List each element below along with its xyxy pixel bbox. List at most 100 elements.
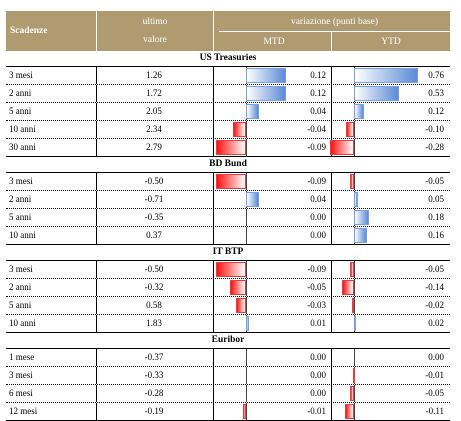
divider (331, 385, 332, 402)
mtd-value: -0.05 (307, 282, 326, 292)
table-body: US Treasuries 3 mesi 1.26 0.12 0.76 2 anni 1.7… (6, 51, 450, 421)
ytd-bar (349, 262, 354, 277)
last-value: -0.50 (144, 176, 164, 186)
header-ultimo: ultimo (142, 17, 168, 27)
divider (96, 121, 97, 138)
mtd-value: 0.00 (310, 230, 326, 240)
ytd-axis (354, 349, 355, 366)
last-value: -0.71 (144, 194, 164, 204)
divider (331, 403, 332, 420)
table-row: 3 mesi -0.33 0.00 -0.01 (6, 367, 450, 385)
divider (213, 103, 214, 120)
divider (213, 261, 214, 278)
mtd-axis (246, 279, 247, 296)
mtd-value: 0.01 (310, 318, 326, 328)
divider (96, 85, 97, 102)
ytd-bar (349, 174, 354, 189)
header-mtd: MTD (263, 36, 285, 47)
mtd-bar (246, 316, 250, 331)
ytd-value: -0.02 (425, 300, 444, 310)
rates-table: Scadenze ultimo valore variazione (punti… (6, 11, 450, 421)
mtd-axis (246, 173, 247, 190)
last-value: -0.28 (144, 388, 164, 398)
ytd-value: -0.11 (425, 406, 444, 416)
ytd-value: 0.16 (428, 230, 444, 240)
ytd-axis (354, 261, 355, 278)
mtd-bar (246, 104, 260, 119)
divider (331, 103, 332, 120)
divider (213, 385, 214, 402)
ytd-bar (354, 192, 359, 207)
mtd-bar (246, 68, 286, 83)
divider (213, 85, 214, 102)
divider (331, 367, 332, 384)
divider (213, 349, 214, 366)
mtd-axis (246, 385, 247, 402)
mtd-bar (236, 298, 246, 313)
mtd-axis (246, 209, 247, 226)
mtd-value: -0.09 (307, 176, 326, 186)
mtd-bar (216, 262, 246, 277)
mtd-bar (246, 86, 286, 101)
mtd-axis (246, 139, 247, 156)
divider (331, 297, 332, 314)
divider (96, 139, 97, 156)
maturity-label: 1 mese (9, 352, 35, 362)
mtd-value: 0.00 (310, 370, 326, 380)
maturity-label: 2 anni (9, 88, 32, 98)
ytd-bar (345, 122, 354, 137)
section-title: IT BTP (6, 245, 450, 261)
ytd-axis (354, 385, 355, 402)
mtd-value: 0.04 (310, 106, 326, 116)
ytd-bar (330, 140, 354, 155)
section-title: Euribor (6, 333, 450, 349)
mtd-axis (246, 227, 247, 244)
ytd-bar (354, 104, 365, 119)
maturity-label: 3 mesi (9, 70, 33, 80)
ytd-value: -0.14 (425, 282, 444, 292)
divider (96, 349, 97, 366)
divider (331, 315, 332, 332)
ytd-value: 0.02 (428, 318, 444, 328)
table-header: Scadenze ultimo valore variazione (punti… (6, 11, 450, 51)
table-row: 3 mesi -0.50 -0.09 -0.05 (6, 173, 450, 191)
ytd-axis (354, 403, 355, 420)
divider (96, 297, 97, 314)
mtd-axis (246, 297, 247, 314)
maturity-label: 6 mesi (9, 388, 33, 398)
header-variazione: variazione (punti base) (290, 16, 379, 27)
divider (331, 349, 332, 366)
table-row: 6 mesi -0.28 0.00 -0.05 (6, 385, 450, 403)
mtd-value: 0.12 (310, 88, 326, 98)
ytd-bar (354, 210, 370, 225)
divider (213, 367, 214, 384)
ytd-value: 0.18 (428, 212, 444, 222)
table-row: 2 anni 1.72 0.12 0.53 (6, 85, 450, 103)
last-value: -0.37 (144, 352, 164, 362)
mtd-bar (232, 122, 246, 137)
divider (331, 261, 332, 278)
header-ytd: YTD (381, 36, 401, 47)
last-value: 0.58 (146, 300, 162, 310)
mtd-value: 0.00 (310, 352, 326, 362)
mtd-bar (242, 404, 246, 419)
ytd-value: -0.28 (425, 142, 444, 152)
table-row: 30 anni 2.79 -0.09 -0.28 (6, 139, 450, 157)
last-value: 1.72 (146, 88, 162, 98)
last-value: -0.33 (144, 370, 164, 380)
divider (331, 209, 332, 226)
ytd-axis (354, 279, 355, 296)
divider (96, 367, 97, 384)
ytd-axis (354, 139, 355, 156)
last-value: 2.79 (146, 142, 162, 152)
ytd-bar (352, 298, 355, 313)
ytd-value: -0.10 (425, 124, 444, 134)
table-row: 5 anni -0.35 0.00 0.18 (6, 209, 450, 227)
section-title: BD Bund (6, 157, 450, 173)
divider (96, 191, 97, 208)
divider (96, 315, 97, 332)
ytd-value: 0.76 (428, 70, 444, 80)
divider (213, 121, 214, 138)
divider (96, 261, 97, 278)
last-value: 2.34 (146, 124, 162, 134)
